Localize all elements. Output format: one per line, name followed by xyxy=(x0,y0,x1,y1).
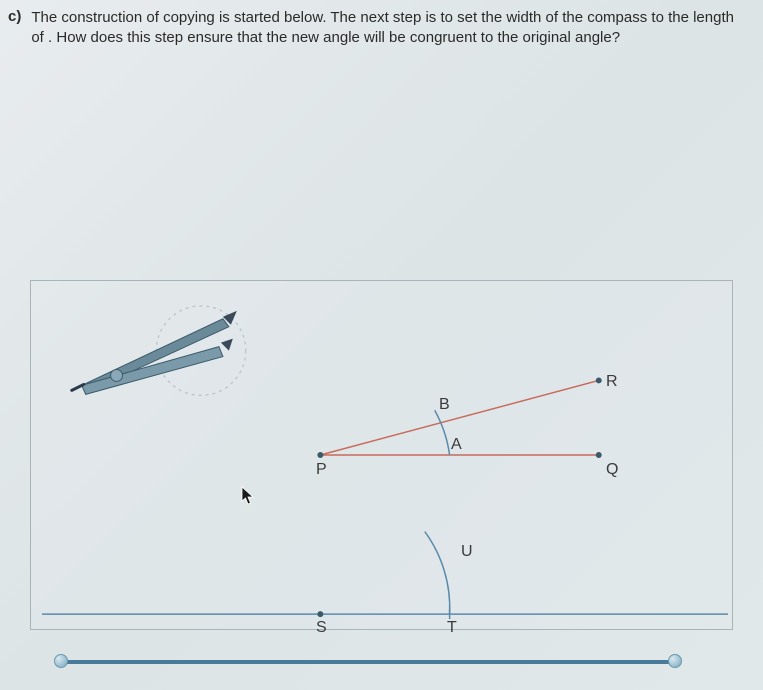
question-text: The construction of copying is started b… xyxy=(31,8,743,47)
label-T: T xyxy=(447,619,457,637)
diagram-container: P Q R A B S T U xyxy=(30,280,733,630)
seek-slider-track[interactable] xyxy=(60,660,680,664)
diagram-svg xyxy=(31,281,732,629)
cursor-icon xyxy=(241,486,255,506)
label-Q: Q xyxy=(606,461,618,479)
seek-slider-knob-right[interactable] xyxy=(668,654,682,668)
label-S: S xyxy=(316,619,327,637)
compass-icon xyxy=(72,311,237,395)
seek-slider-knob-left[interactable] xyxy=(54,654,68,668)
label-R: R xyxy=(606,373,618,391)
question-block: c) The construction of copying is starte… xyxy=(0,0,763,47)
label-A: A xyxy=(451,436,462,454)
copied-angle xyxy=(42,532,728,619)
label-U: U xyxy=(461,543,473,561)
question-label: c) xyxy=(8,8,21,25)
label-B: B xyxy=(439,396,450,414)
label-P: P xyxy=(316,461,327,479)
